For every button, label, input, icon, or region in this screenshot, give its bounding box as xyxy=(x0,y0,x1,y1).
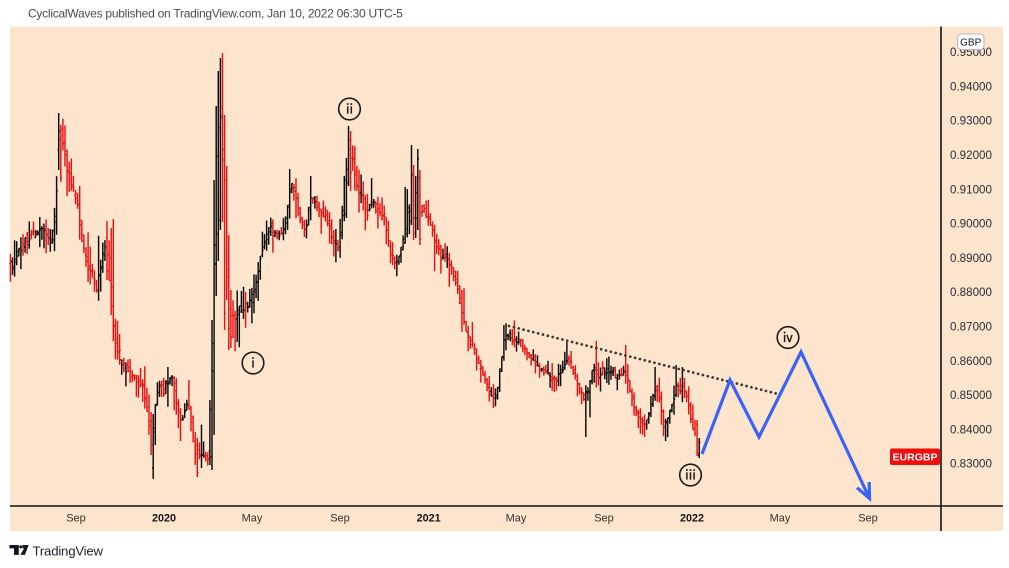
svg-text:May: May xyxy=(506,513,527,525)
svg-text:May: May xyxy=(770,513,791,525)
svg-text:0.86000: 0.86000 xyxy=(950,355,992,368)
svg-text:CyclicalWaves published on Tra: CyclicalWaves published on TradingView.c… xyxy=(28,7,403,21)
svg-text:2022: 2022 xyxy=(680,513,704,525)
svg-text:Sep: Sep xyxy=(594,513,614,525)
svg-text:0.89000: 0.89000 xyxy=(950,252,992,265)
svg-text:Sep: Sep xyxy=(858,513,878,525)
svg-text:0.85000: 0.85000 xyxy=(950,389,992,402)
svg-text:Sep: Sep xyxy=(330,513,350,525)
svg-text:Sep: Sep xyxy=(66,513,86,525)
svg-text:0.93000: 0.93000 xyxy=(950,115,992,128)
svg-text:0.90000: 0.90000 xyxy=(950,218,992,231)
svg-text:0.87000: 0.87000 xyxy=(950,321,992,334)
svg-text:0.91000: 0.91000 xyxy=(950,183,992,196)
svg-text:GBP: GBP xyxy=(960,38,981,49)
svg-text:TradingView: TradingView xyxy=(33,544,104,559)
svg-text:0.94000: 0.94000 xyxy=(950,80,992,93)
svg-text:0.84000: 0.84000 xyxy=(950,423,992,436)
svg-text:0.83000: 0.83000 xyxy=(950,458,992,471)
svg-text:2020: 2020 xyxy=(152,513,176,525)
svg-text:2021: 2021 xyxy=(417,513,441,525)
svg-text:0.92000: 0.92000 xyxy=(950,149,992,162)
svg-text:EURGBP: EURGBP xyxy=(893,452,938,464)
svg-text:May: May xyxy=(242,513,263,525)
svg-text:0.88000: 0.88000 xyxy=(950,286,992,299)
